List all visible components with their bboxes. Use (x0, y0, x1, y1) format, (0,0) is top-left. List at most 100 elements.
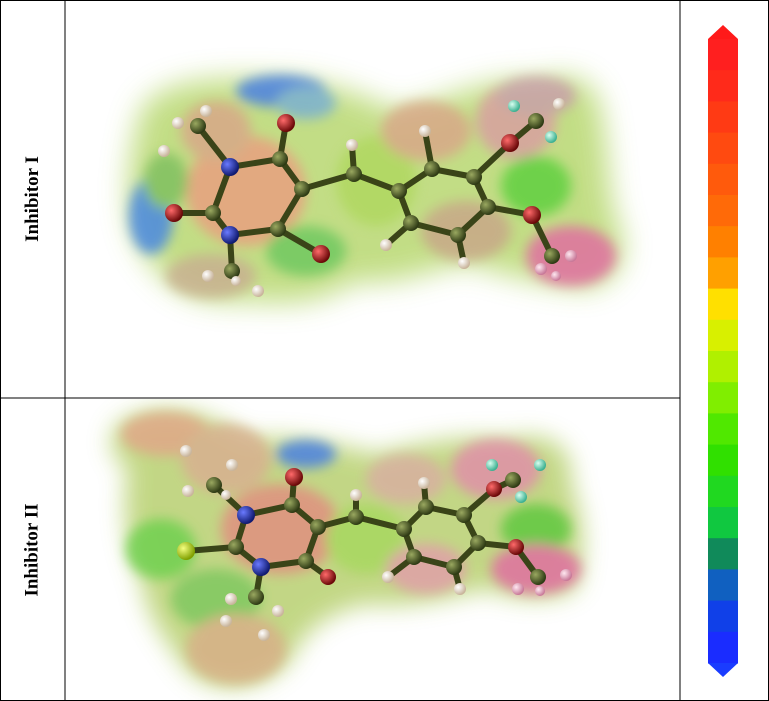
atom-carbon (310, 519, 326, 535)
atom-carbon (190, 118, 206, 134)
atom-hydrogen (515, 491, 527, 503)
atom-carbon (406, 549, 422, 565)
atom-carbon (544, 248, 560, 264)
color-scale-band (708, 351, 738, 383)
atom-hydrogen (202, 270, 214, 282)
atom-hydrogen (419, 125, 431, 137)
atom-carbon (456, 507, 472, 523)
atom-oxygen (320, 569, 336, 585)
atom-carbon (424, 161, 440, 177)
atom-carbon (505, 472, 521, 488)
atom-hydrogen (486, 459, 498, 471)
inhibitor-1-mep-surface (128, 75, 624, 303)
color-scale-band (708, 600, 738, 633)
atom-hydrogen (272, 605, 284, 617)
atom-hydrogen (220, 615, 232, 627)
atom-carbon (228, 539, 244, 555)
atom-carbon (418, 499, 434, 515)
atom-hydrogen (458, 257, 470, 269)
atom-hydrogen (380, 239, 392, 251)
atom-hydrogen (454, 583, 466, 595)
color-scale-band (708, 39, 738, 71)
atom-carbon (346, 166, 362, 182)
atom-sulfur (177, 542, 195, 560)
atom-hydrogen (534, 459, 546, 471)
atom-hydrogen (418, 477, 430, 489)
inhibitor-1-label: Inhibitor I (21, 156, 43, 242)
atom-oxygen (277, 114, 295, 132)
molecule-atoms (177, 445, 572, 641)
color-scale-band (708, 413, 738, 446)
color-scale-band (708, 132, 738, 165)
atom-hydrogen (545, 131, 557, 143)
atom-carbon (348, 509, 364, 525)
atom-hydrogen (535, 263, 547, 275)
inhibitor-2-label: Inhibitor II (21, 502, 43, 597)
atom-hydrogen (346, 139, 358, 151)
color-scale-band (708, 444, 738, 477)
atom-carbon (206, 477, 222, 493)
atom-carbon (466, 169, 482, 185)
atom-oxygen (285, 468, 303, 486)
color-scale-band (708, 226, 738, 258)
atom-nitrogen (252, 558, 270, 576)
atom-hydrogen (221, 490, 231, 500)
atom-hydrogen (158, 145, 170, 157)
color-scale-top-arrow (708, 25, 738, 39)
atom-carbon (272, 151, 288, 167)
atom-carbon (270, 221, 286, 237)
color-scale-band (708, 538, 738, 570)
color-scale-band (708, 507, 738, 539)
atom-nitrogen (221, 226, 239, 244)
atom-hydrogen (252, 285, 264, 297)
row-label-cell: Inhibitor I (0, 0, 65, 398)
color-scale-band (708, 319, 738, 352)
atom-hydrogen (231, 276, 241, 286)
atom-carbon (530, 569, 546, 585)
atom-oxygen (486, 481, 502, 497)
atom-oxygen (312, 245, 330, 263)
atom-oxygen (508, 539, 524, 555)
color-scale-bands (708, 25, 738, 677)
color-scale-band (708, 257, 738, 290)
atom-carbon (480, 199, 496, 215)
atom-hydrogen (180, 445, 192, 457)
atom-hydrogen (382, 571, 394, 583)
atom-hydrogen (551, 271, 561, 281)
atom-carbon (470, 535, 486, 551)
atom-hydrogen (560, 569, 572, 581)
atom-carbon (298, 553, 314, 569)
color-scale-bottom-arrow (708, 663, 738, 677)
surface-blobs (128, 75, 624, 303)
atom-hydrogen (512, 583, 524, 595)
color-scale-band (708, 70, 738, 102)
atom-hydrogen (350, 489, 362, 501)
color-scale-bar (708, 25, 738, 677)
atom-hydrogen (226, 459, 238, 471)
atom-nitrogen (237, 506, 255, 524)
color-scale-band (708, 195, 738, 227)
color-scale-band (708, 163, 738, 196)
atom-carbon (446, 559, 462, 575)
atom-oxygen (501, 134, 519, 152)
atom-carbon (528, 113, 544, 129)
color-scale-band (708, 569, 738, 602)
row-label-cell: Inhibitor II (0, 398, 65, 701)
atom-nitrogen (221, 158, 239, 176)
atom-carbon (284, 497, 300, 513)
atom-carbon (248, 589, 264, 605)
atom-hydrogen (553, 98, 565, 110)
molecule-atoms (158, 98, 577, 297)
atom-hydrogen (508, 100, 520, 112)
color-scale-band (708, 101, 738, 134)
color-scale-band (708, 631, 738, 664)
atom-hydrogen (565, 250, 577, 262)
atom-hydrogen (535, 586, 545, 596)
atom-hydrogen (225, 593, 237, 605)
atom-hydrogen (258, 629, 270, 641)
color-scale-band (708, 475, 738, 508)
color-scale-band (708, 288, 738, 321)
inhibitor-2-mep-surface (111, 409, 583, 688)
atom-hydrogen (172, 117, 184, 129)
atom-carbon (396, 521, 412, 537)
